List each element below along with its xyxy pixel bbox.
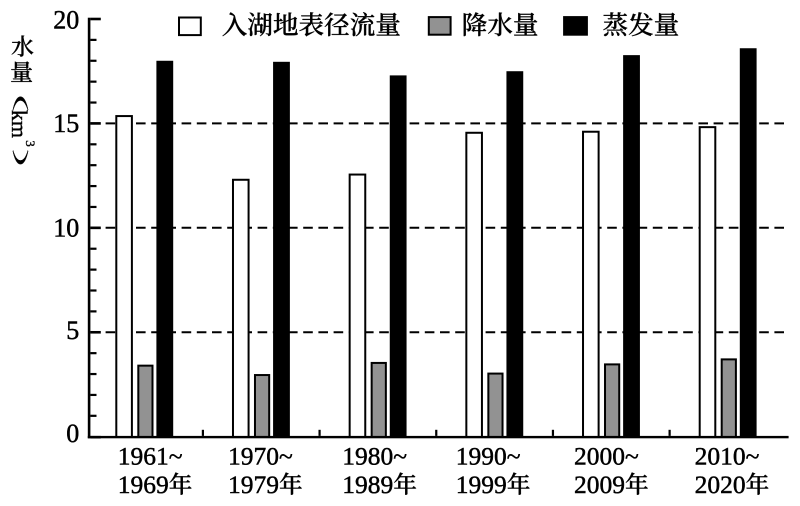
svg-text:1961~: 1961~ [118,441,183,470]
svg-text:1989: 1989 [342,470,393,499]
svg-text:1999: 1999 [456,470,507,499]
svg-text:0: 0 [66,419,79,448]
svg-text:3: 3 [23,140,38,147]
svg-text:1980~: 1980~ [342,441,407,470]
svg-text:2009: 2009 [574,470,625,499]
svg-text:10: 10 [53,214,79,243]
svg-text:1969: 1969 [118,470,169,499]
svg-text:15: 15 [53,109,79,138]
svg-text:1990~: 1990~ [456,441,521,470]
svg-text:5: 5 [66,316,79,345]
svg-text:1979: 1979 [228,470,279,499]
svg-text:2010~: 2010~ [695,441,760,470]
svg-text:20: 20 [53,6,79,35]
svg-text:km: km [7,110,32,138]
svg-text:2020: 2020 [695,470,746,499]
svg-text:2000~: 2000~ [574,441,639,470]
svg-text:1970~: 1970~ [228,441,293,470]
